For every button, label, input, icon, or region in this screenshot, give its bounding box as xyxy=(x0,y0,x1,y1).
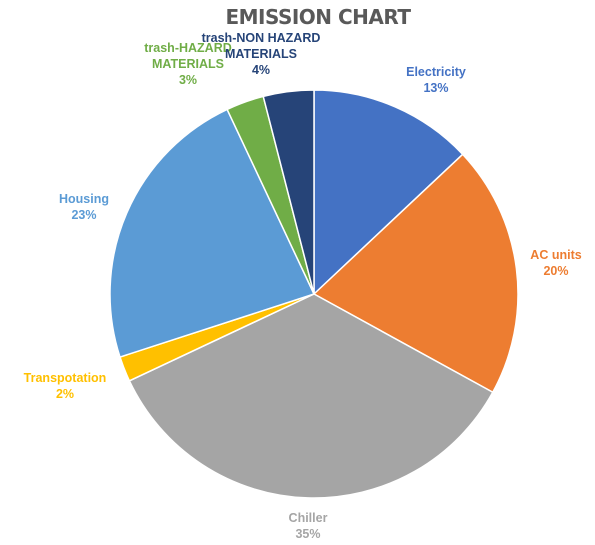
data-label-name-trash-non-hazard-materials: trash-NON HAZARD xyxy=(202,31,321,45)
data-label-percent-housing: 23% xyxy=(71,208,96,222)
data-label-name-trash-hazard-materials: MATERIALS xyxy=(152,57,224,71)
data-label-percent-ac-units: 20% xyxy=(543,264,568,278)
data-label-name-electricity: Electricity xyxy=(406,65,466,79)
data-label-name-housing: Housing xyxy=(59,192,109,206)
slice-housing xyxy=(109,108,316,358)
data-label-percent-electricity: 13% xyxy=(423,81,448,95)
data-label-name-ac-units: AC units xyxy=(530,248,581,262)
pie-slices xyxy=(109,89,519,499)
data-label-name-chiller: Chiller xyxy=(289,511,328,525)
chart-title: EMISSION CHART xyxy=(225,5,411,29)
data-label-percent-trash-non-hazard-materials: 4% xyxy=(252,63,270,77)
slice-electricity xyxy=(313,89,464,296)
data-label-percent-transpotation: 2% xyxy=(56,387,74,401)
slice-ac-units xyxy=(312,153,519,394)
data-label-name-trash-non-hazard-materials: MATERIALS xyxy=(225,47,297,61)
data-label-percent-chiller: 35% xyxy=(295,527,320,541)
data-label-name-trash-hazard-materials: trash-HAZARD xyxy=(144,41,232,55)
slice-chiller xyxy=(128,293,494,499)
data-label-name-transpotation: Transpotation xyxy=(24,371,107,385)
pie-data-labels: Electricity 13% AC units 20% Chiller 35% Trans… xyxy=(24,31,582,541)
data-label-percent-trash-hazard-materials: 3% xyxy=(179,73,197,87)
slice-trash-non-hazard-materials xyxy=(262,89,315,295)
